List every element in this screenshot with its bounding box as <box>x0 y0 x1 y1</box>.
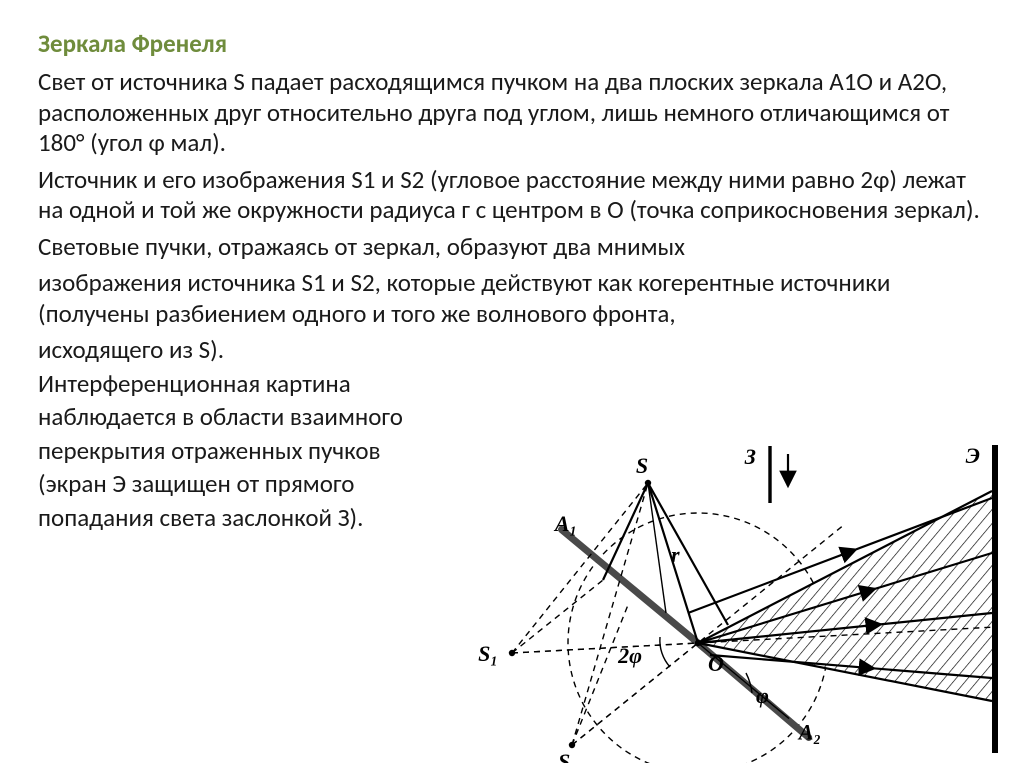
para-9: (экран Э защищен от прямого <box>38 469 458 500</box>
svg-text:r: r <box>671 542 680 567</box>
svg-text:2φ: 2φ <box>617 643 642 668</box>
svg-text:φ: φ <box>756 683 769 708</box>
para-3: Световые пучки, отражаясь от зеркал, обр… <box>38 232 986 263</box>
svg-text:S₁: S₁ <box>478 641 498 666</box>
fresnel-mirror-diagram: S S₁ S₂ A₁ A₂ Or 2φ φ З Э <box>460 443 1020 763</box>
svg-text:Э: Э <box>966 443 980 468</box>
para-8: перекрытия отраженных пучков <box>38 436 458 467</box>
para-4: изображения источника S1 и S2, которые д… <box>38 268 986 329</box>
svg-text:S: S <box>636 453 648 478</box>
para-1: Свет от источника S падает расходящимся … <box>38 67 986 159</box>
svg-text:A₁: A₁ <box>553 511 577 536</box>
svg-text:O: O <box>708 651 724 676</box>
svg-text:A₂: A₂ <box>797 720 821 745</box>
page-title: Зеркала Френеля <box>38 28 986 59</box>
para-10: попадания света заслонкой З). <box>38 503 458 534</box>
para-7: наблюдается в области взаимного <box>38 402 458 433</box>
svg-text:S₂: S₂ <box>558 749 578 763</box>
para-2: Источник и его изображения S1 и S2 (угло… <box>38 165 986 226</box>
para-6: Интерференционная картина <box>38 369 458 400</box>
para-5: исходящего из S). <box>38 335 458 366</box>
svg-text:З: З <box>744 444 756 469</box>
